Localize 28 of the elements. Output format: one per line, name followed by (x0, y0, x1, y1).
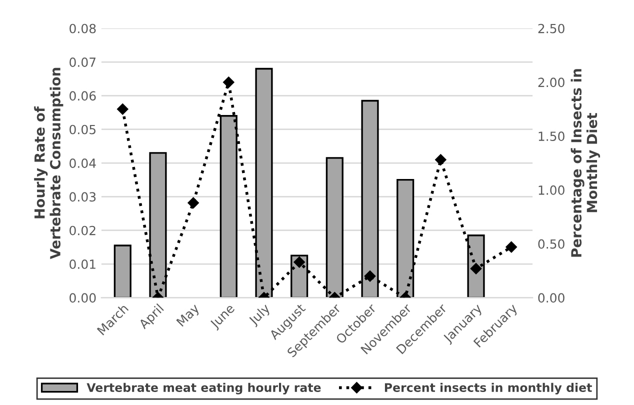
point (223, 76, 234, 88)
y2-tick-label: 2.00 (538, 78, 564, 88)
point (364, 270, 376, 282)
y2-tick-label: 0.00 (538, 293, 564, 303)
y-tick-label: 0.04 (70, 158, 96, 168)
point (117, 104, 128, 115)
y-tick-label: 0.08 (70, 24, 96, 34)
point (506, 241, 517, 253)
legend-label: Vertebrate meat eating hourly rate (86, 382, 321, 394)
y2-tick-label: 0.50 (538, 239, 564, 249)
point (188, 197, 199, 208)
y-tick-label: 0.03 (70, 192, 96, 202)
bar (114, 244, 132, 298)
point (435, 154, 446, 166)
y-axis-title: Hourly Rate of Vertebrate Consumption (34, 68, 64, 260)
point (294, 256, 305, 268)
y2-tick-label: 1.00 (538, 185, 564, 195)
y2-tick-label: 2.50 (538, 24, 564, 34)
y-tick-label: 0.05 (70, 124, 96, 134)
y-tick-label: 0.07 (70, 57, 96, 67)
y-tick-label: 0.01 (70, 259, 96, 269)
y2-tick-label: 1.50 (538, 132, 564, 142)
y-tick-label: 0.00 (70, 293, 96, 303)
legend-label: Percent insects in monthly diet (384, 382, 592, 394)
y2-axis-title: Percentage of Insects in Monthly Diet (570, 69, 600, 257)
y-tick-label: 0.06 (70, 91, 96, 101)
y-tick-label: 0.02 (70, 226, 96, 236)
point (470, 262, 482, 274)
